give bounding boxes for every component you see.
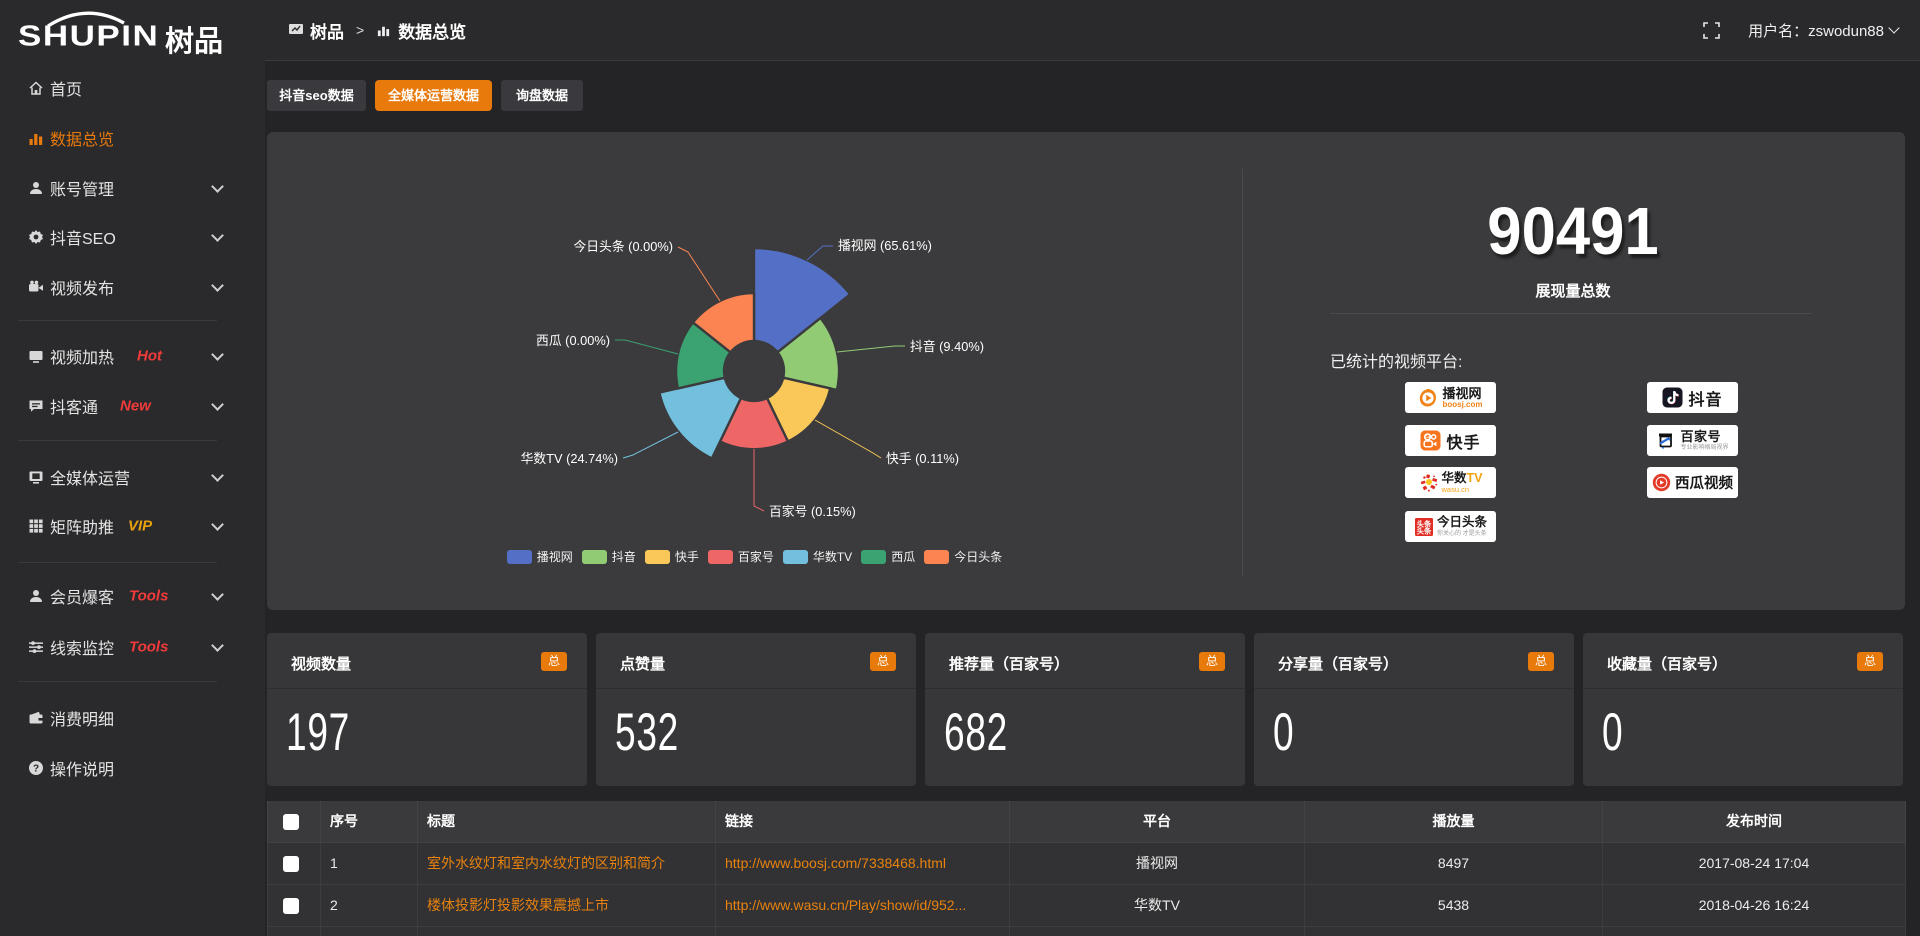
svg-text:Co: Co: [1425, 435, 1431, 439]
svg-text:快手 (0.11%): 快手 (0.11%): [886, 451, 959, 466]
svg-text:抖音 (9.40%): 抖音 (9.40%): [910, 339, 984, 354]
svg-text:今日头条 (0.00%): 今日头条 (0.00%): [573, 239, 673, 254]
svg-text:头条: 头条: [1417, 519, 1432, 528]
svg-text:华数TV (24.74%): 华数TV (24.74%): [521, 451, 618, 466]
svg-text:西瓜 (0.00%): 西瓜 (0.00%): [536, 333, 610, 348]
svg-text:头条: 头条: [1417, 526, 1432, 535]
svg-text:播视网 (65.61%): 播视网 (65.61%): [838, 238, 932, 253]
svg-text:?: ?: [33, 764, 39, 775]
svg-text:百家号 (0.15%): 百家号 (0.15%): [769, 504, 856, 519]
